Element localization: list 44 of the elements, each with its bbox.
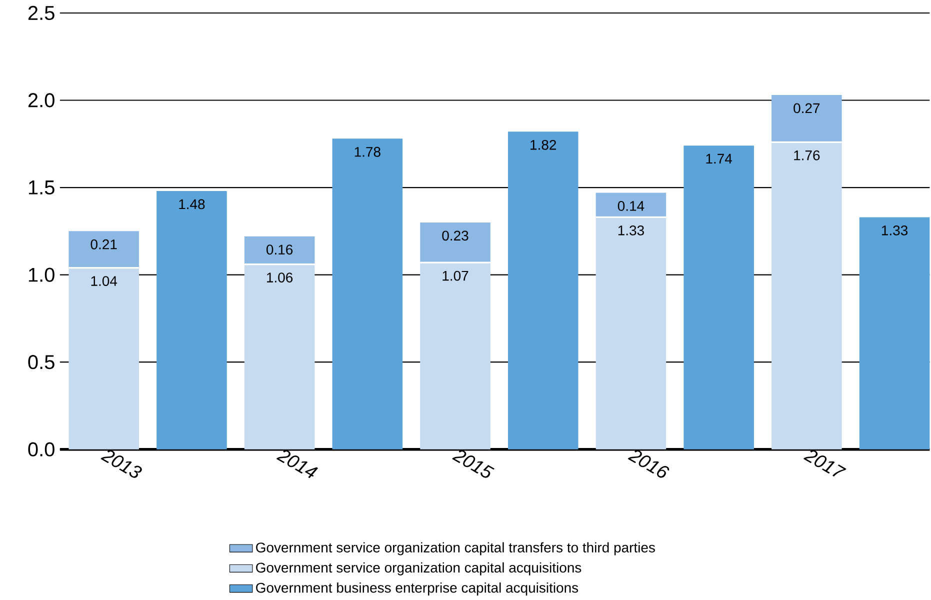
bar: [420, 222, 490, 263]
data-label: 1.74: [706, 154, 732, 164]
y-tick-label: 0.5: [28, 355, 54, 370]
bar: [244, 236, 315, 264]
legend-label: Government service organization capital acquisitions: [256, 562, 582, 576]
bar: [596, 192, 666, 218]
bar: [68, 231, 139, 268]
legend-label: Government service organization capital transfers to third parties: [256, 542, 655, 556]
data-label: 1.04: [91, 276, 118, 286]
y-tick-label: 1.5: [28, 180, 54, 195]
x-tick-label: 2014: [276, 450, 318, 478]
data-label: 0.23: [442, 230, 468, 241]
data-label: 1.06: [267, 272, 293, 283]
data-label: 0.21: [90, 239, 117, 250]
data-label: 1.82: [530, 140, 556, 150]
bar: [244, 264, 315, 450]
y-tick-label: 2.0: [28, 93, 54, 108]
bar: [508, 132, 578, 450]
bar: [859, 217, 930, 450]
data-label: 0.27: [794, 103, 820, 114]
bar: [772, 95, 842, 142]
bar: [596, 217, 666, 450]
data-label: 1.48: [179, 199, 205, 210]
bar: [156, 191, 227, 450]
data-label: 1.07: [442, 270, 468, 281]
data-label: 1.33: [882, 226, 908, 236]
bar: [772, 142, 842, 450]
x-tick-label: 2016: [628, 450, 670, 478]
y-tick-label: 1.0: [28, 268, 54, 282]
data-label: 1.33: [618, 226, 644, 236]
data-label: 1.76: [794, 150, 820, 160]
x-tick-label: 2013: [100, 450, 142, 478]
y-tick-label: 2.5: [28, 6, 54, 20]
y-tick-label: 0.0: [28, 442, 54, 456]
data-label: 0.14: [618, 201, 644, 211]
bar: [68, 268, 139, 450]
legend-label: Government business enterprise capital acquisitions: [256, 582, 578, 596]
data-label: 1.78: [354, 146, 380, 157]
bar: [420, 262, 490, 450]
bar: [332, 138, 403, 450]
bar: [684, 146, 754, 450]
x-tick-label: 2017: [803, 450, 846, 477]
data-label: 0.16: [266, 244, 293, 255]
x-tick-label: 2015: [452, 450, 494, 478]
